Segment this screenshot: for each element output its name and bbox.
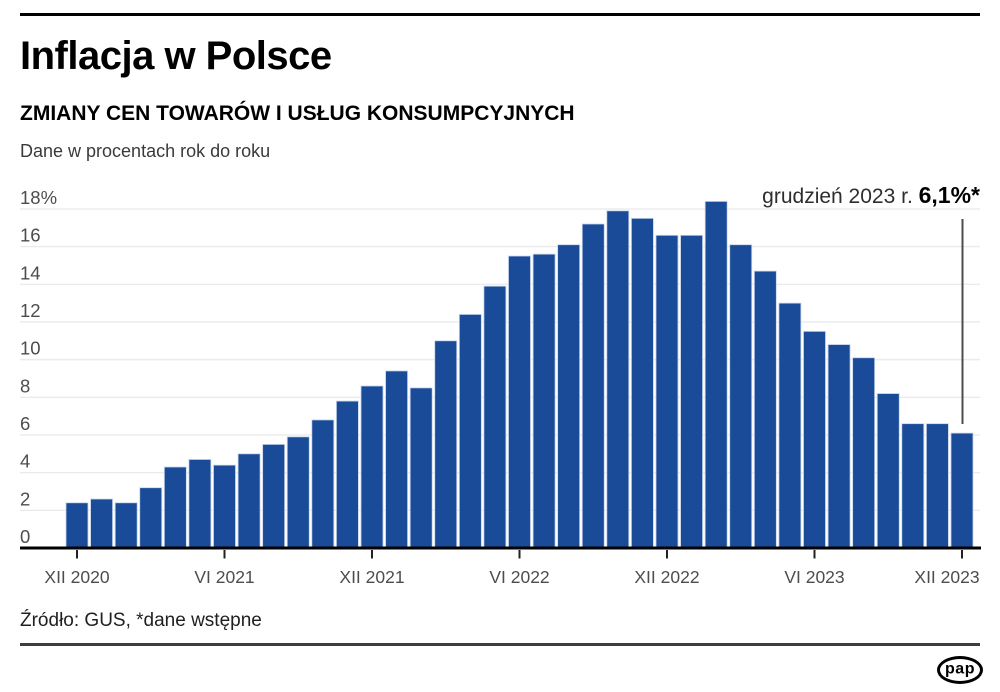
page-description: Dane w procentach rok do roku (20, 141, 271, 161)
bar (65, 502, 89, 549)
bar (926, 423, 949, 549)
y-axis-tick-label: 6 (20, 413, 30, 434)
y-axis-tick-label: 2 (20, 488, 30, 509)
bar (901, 423, 925, 549)
bar (213, 464, 236, 549)
bar (827, 344, 851, 549)
bar (655, 234, 679, 549)
bar (532, 253, 556, 549)
bar (680, 234, 703, 549)
bar (557, 244, 581, 549)
bar (458, 314, 482, 549)
page-subtitle: ZMIANY CEN TOWARÓW I USŁUG KONSUMPCYJNYC… (20, 102, 575, 125)
x-axis-tick-label: VI 2023 (784, 567, 844, 587)
bar (753, 270, 777, 549)
page-title: Inflacja w Polsce (20, 34, 332, 78)
x-axis-tick-label: XII 2021 (339, 567, 404, 587)
bar (483, 285, 507, 549)
top-rule (20, 13, 980, 16)
y-axis-tick-label: 0 (20, 526, 30, 547)
y-axis-tick-label: 12 (20, 300, 41, 321)
bar (803, 330, 826, 549)
annotation-label: grudzień 2023 r. (762, 185, 919, 208)
bar (360, 385, 384, 549)
bar (385, 370, 408, 549)
footer-rule (20, 643, 980, 646)
x-axis-tick-label: XII 2023 (914, 567, 979, 587)
bar (163, 466, 187, 549)
latest-value-annotation: grudzień 2023 r. 6,1%* (762, 182, 980, 208)
y-axis-tick-label: 4 (20, 451, 30, 472)
bar (704, 200, 728, 549)
bar (950, 432, 974, 549)
y-axis-tick-label: 10 (20, 338, 41, 359)
x-axis-tick-label: XII 2020 (44, 567, 109, 587)
bar (336, 400, 359, 549)
y-axis-tick-label: 14 (20, 262, 41, 283)
bar (188, 459, 212, 549)
bar (311, 419, 335, 549)
bar (409, 387, 433, 549)
bar (139, 487, 163, 549)
bar (262, 443, 286, 549)
bar (729, 244, 753, 549)
bar (606, 210, 630, 549)
bar (114, 502, 138, 549)
pap-logo-text: pap (945, 660, 975, 678)
x-axis-tick-label: XII 2022 (634, 567, 699, 587)
bar (581, 223, 605, 549)
bar (631, 217, 654, 549)
bar (852, 357, 876, 549)
y-axis-tick-label: 18% (20, 187, 57, 208)
bar (90, 498, 113, 549)
bar (237, 453, 261, 549)
bar (286, 436, 310, 549)
bar (876, 393, 900, 549)
pap-logo: pap (937, 656, 983, 684)
y-axis-tick-label: 16 (20, 225, 41, 246)
bar (508, 255, 531, 549)
x-axis-tick-label: VI 2022 (489, 567, 549, 587)
bar (434, 340, 458, 549)
bar (778, 302, 802, 549)
source-note: Źródło: GUS, *dane wstępne (20, 610, 262, 631)
x-axis-tick-label: VI 2021 (194, 567, 254, 587)
y-axis-tick-label: 8 (20, 375, 30, 396)
annotation-value: 6,1%* (918, 182, 980, 208)
